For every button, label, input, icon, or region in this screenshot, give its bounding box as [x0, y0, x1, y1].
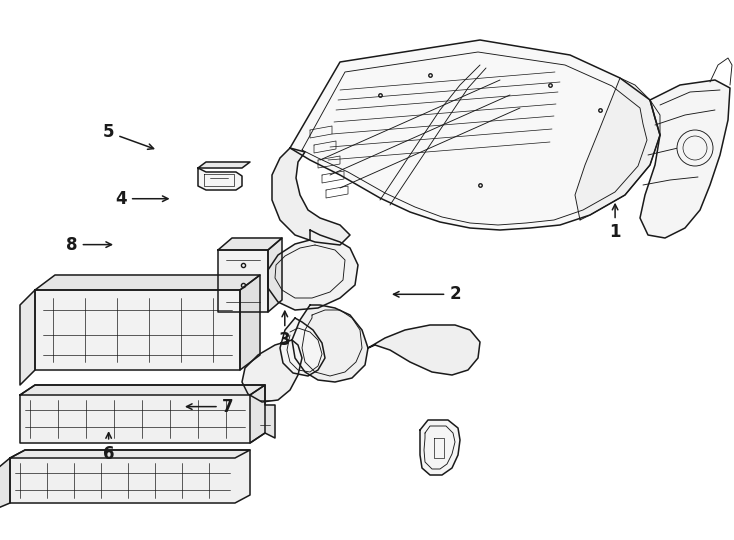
Polygon shape	[420, 420, 460, 475]
Polygon shape	[268, 230, 358, 310]
Polygon shape	[35, 290, 240, 370]
Circle shape	[677, 130, 713, 166]
Polygon shape	[198, 162, 250, 168]
Polygon shape	[640, 80, 730, 238]
Polygon shape	[240, 275, 260, 370]
Polygon shape	[20, 385, 265, 443]
Polygon shape	[368, 325, 480, 375]
Polygon shape	[575, 78, 660, 220]
Text: 8: 8	[66, 235, 112, 254]
Polygon shape	[290, 40, 660, 230]
Text: 3: 3	[279, 311, 291, 349]
Polygon shape	[292, 305, 368, 382]
Polygon shape	[272, 148, 350, 245]
Polygon shape	[20, 385, 265, 395]
Text: 6: 6	[103, 433, 115, 463]
Polygon shape	[0, 458, 10, 508]
Polygon shape	[10, 450, 250, 458]
Polygon shape	[198, 168, 242, 190]
Polygon shape	[20, 290, 35, 385]
Polygon shape	[218, 238, 282, 250]
Polygon shape	[10, 450, 250, 503]
Text: 1: 1	[609, 204, 621, 241]
Polygon shape	[35, 275, 260, 290]
Polygon shape	[242, 340, 302, 402]
Polygon shape	[218, 250, 268, 312]
Polygon shape	[268, 238, 282, 312]
Text: 5: 5	[103, 123, 153, 149]
Polygon shape	[280, 318, 325, 376]
Polygon shape	[250, 385, 275, 443]
Text: 7: 7	[186, 397, 233, 416]
Text: 2: 2	[393, 285, 461, 303]
Text: 4: 4	[115, 190, 168, 208]
